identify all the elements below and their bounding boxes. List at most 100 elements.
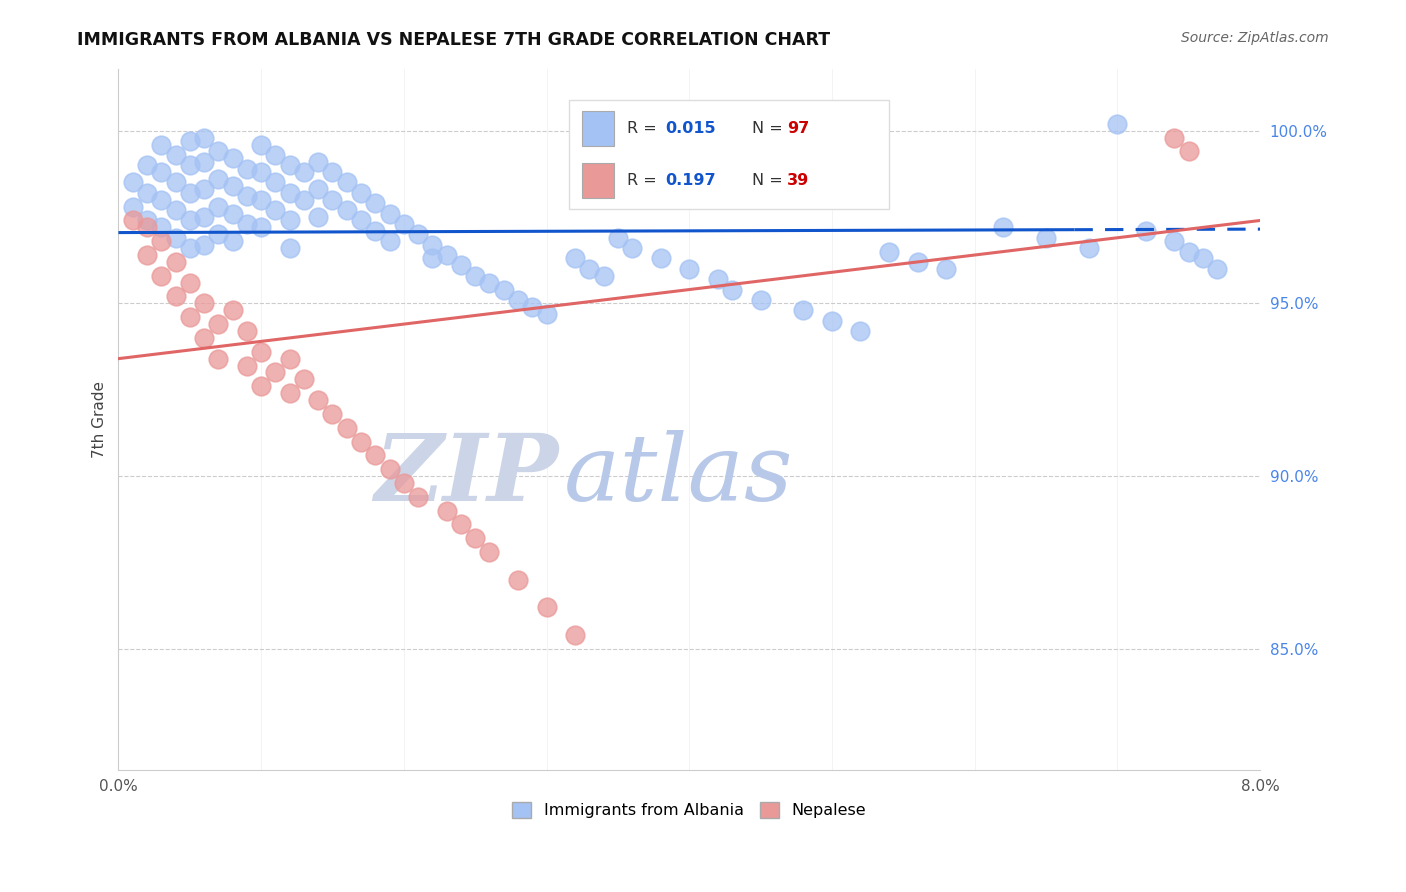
Point xyxy=(221,206,243,220)
Point xyxy=(350,213,373,227)
Point xyxy=(150,137,173,152)
Point xyxy=(321,165,343,179)
Point xyxy=(150,220,173,235)
Point xyxy=(221,303,243,318)
Point xyxy=(991,220,1014,235)
Point xyxy=(136,213,159,227)
Point xyxy=(406,227,429,242)
Point xyxy=(478,276,501,290)
Point xyxy=(721,283,744,297)
Text: ZIP: ZIP xyxy=(374,430,558,520)
Point xyxy=(364,224,387,238)
Point xyxy=(392,475,415,490)
Point xyxy=(165,231,187,245)
Legend: Immigrants from Albania, Nepalese: Immigrants from Albania, Nepalese xyxy=(506,796,873,825)
Point xyxy=(749,293,772,307)
Point xyxy=(221,234,243,248)
Point xyxy=(278,158,301,172)
Point xyxy=(522,300,544,314)
Point xyxy=(179,241,201,255)
Point xyxy=(221,178,243,193)
Point xyxy=(179,276,201,290)
Point xyxy=(307,154,329,169)
Point xyxy=(678,261,700,276)
Point xyxy=(336,203,359,218)
Point xyxy=(1177,145,1199,159)
Point xyxy=(121,176,143,190)
Text: Source: ZipAtlas.com: Source: ZipAtlas.com xyxy=(1181,31,1329,45)
Point xyxy=(506,293,529,307)
Point xyxy=(179,186,201,200)
Point xyxy=(165,176,187,190)
Point xyxy=(935,261,957,276)
Point xyxy=(221,151,243,165)
Point xyxy=(378,462,401,476)
Point xyxy=(606,231,628,245)
Point xyxy=(264,148,287,162)
Point xyxy=(564,628,586,642)
Point xyxy=(179,158,201,172)
Point xyxy=(207,317,229,331)
Point xyxy=(422,252,444,266)
Point xyxy=(350,186,373,200)
Point xyxy=(179,310,201,325)
Point xyxy=(1035,231,1057,245)
Point xyxy=(207,172,229,186)
Point xyxy=(165,289,187,303)
Point xyxy=(193,237,215,252)
Point xyxy=(193,210,215,224)
Point xyxy=(450,259,472,273)
Point xyxy=(165,148,187,162)
Point xyxy=(150,234,173,248)
Point xyxy=(236,324,259,338)
Point xyxy=(907,255,929,269)
Point xyxy=(292,165,315,179)
Point xyxy=(150,268,173,283)
Point xyxy=(250,193,273,207)
Text: atlas: atlas xyxy=(564,430,793,520)
Point xyxy=(849,324,872,338)
Point xyxy=(264,176,287,190)
Point xyxy=(292,193,315,207)
Point xyxy=(1163,130,1185,145)
Point xyxy=(1206,261,1229,276)
Point xyxy=(592,268,614,283)
Point xyxy=(336,176,359,190)
Point xyxy=(193,154,215,169)
Point xyxy=(336,421,359,435)
Point xyxy=(292,372,315,386)
Point xyxy=(464,531,486,545)
Point xyxy=(392,217,415,231)
Point xyxy=(207,351,229,366)
Point xyxy=(406,490,429,504)
Point xyxy=(278,386,301,401)
Point xyxy=(707,272,730,286)
Point xyxy=(264,366,287,380)
Point xyxy=(193,331,215,345)
Point xyxy=(450,517,472,532)
Point xyxy=(136,248,159,262)
Point xyxy=(492,283,515,297)
Point xyxy=(179,213,201,227)
Point xyxy=(877,244,900,259)
Point xyxy=(307,393,329,408)
Point xyxy=(250,165,273,179)
Point xyxy=(792,303,814,318)
Point xyxy=(650,252,672,266)
Point xyxy=(1107,117,1129,131)
Point xyxy=(1177,244,1199,259)
Point xyxy=(350,434,373,449)
Point xyxy=(150,193,173,207)
Point xyxy=(422,237,444,252)
Point xyxy=(436,248,458,262)
Point xyxy=(464,268,486,283)
Point xyxy=(193,182,215,196)
Point xyxy=(1163,234,1185,248)
Point xyxy=(165,203,187,218)
Point xyxy=(250,379,273,393)
Point xyxy=(307,210,329,224)
Point xyxy=(207,227,229,242)
Point xyxy=(506,573,529,587)
Point xyxy=(307,182,329,196)
Point xyxy=(264,203,287,218)
